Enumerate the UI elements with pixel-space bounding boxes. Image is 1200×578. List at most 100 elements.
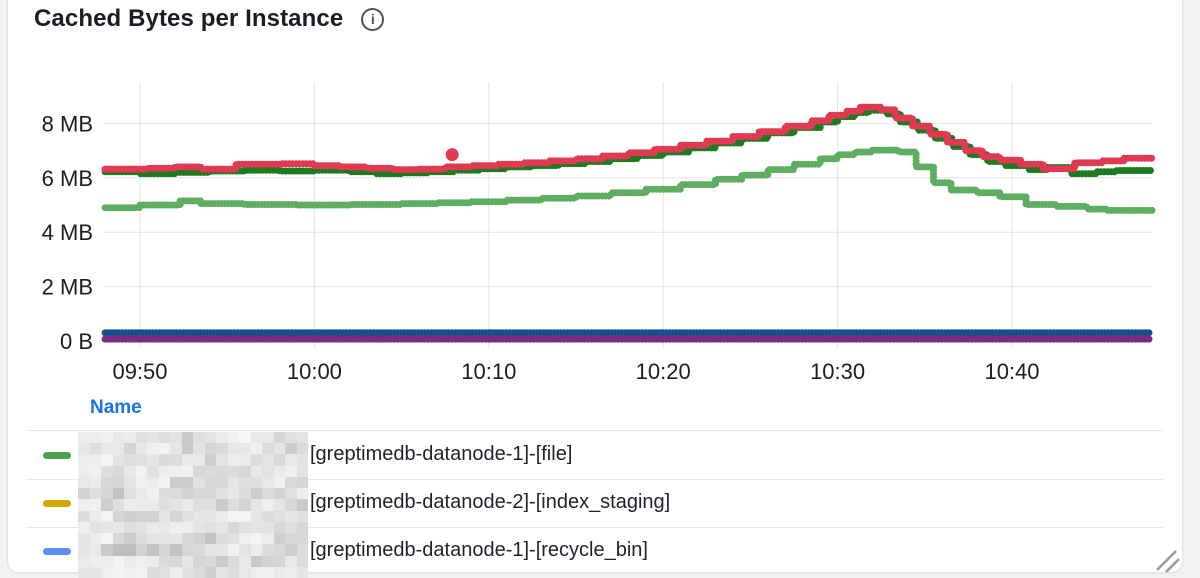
mosaic-cell [285, 476, 297, 489]
mosaic-cell [193, 443, 205, 455]
mosaic-cell [273, 476, 285, 489]
mosaic-cell [78, 443, 90, 455]
mosaic-cell [135, 555, 147, 567]
mosaic-cell [112, 499, 124, 511]
mosaic-cell [181, 432, 193, 444]
mosaic-cell [273, 499, 285, 511]
mosaic-cell [181, 454, 193, 466]
legend-row[interactable]: [greptimedb-datanode-2]-[index_staging] [9, 480, 1181, 527]
mosaic-cell [170, 499, 182, 511]
mosaic-cell [285, 432, 297, 444]
mosaic-cell [78, 555, 90, 567]
mosaic-cell [296, 555, 308, 567]
mosaic-cell [101, 499, 113, 511]
mosaic-cell [273, 521, 285, 534]
mosaic-cell [181, 488, 193, 500]
mosaic-cell [239, 566, 251, 578]
series-color-dash-icon [43, 548, 71, 555]
mosaic-cell [135, 544, 147, 556]
mosaic-cell [181, 476, 193, 489]
mosaic-cell [158, 432, 170, 444]
mosaic-cell [89, 510, 101, 522]
mosaic-cell [78, 432, 90, 444]
mosaic-cell [124, 499, 136, 511]
mosaic-cell [204, 488, 216, 500]
mosaic-cell [250, 499, 262, 511]
mosaic-cell [296, 488, 308, 500]
mosaic-cell [89, 499, 101, 511]
mosaic-cell [227, 488, 239, 500]
legend-row[interactable]: [greptimedb-datanode-1]-[file] [9, 432, 1181, 479]
mosaic-cell [216, 488, 228, 500]
mosaic-cell [262, 544, 274, 556]
legend-row[interactable]: [greptimedb-datanode-1]-[recycle_bin] [9, 528, 1181, 566]
mosaic-cell [147, 476, 159, 489]
mosaic-cell [296, 465, 308, 477]
mosaic-cell [273, 510, 285, 522]
mosaic-cell [112, 555, 124, 567]
mosaic-cell [158, 454, 170, 466]
mosaic-cell [262, 454, 274, 466]
mosaic-cell [193, 544, 205, 556]
mosaic-cell [78, 566, 90, 578]
mosaic-cell [296, 432, 308, 444]
series-color-dash-icon [43, 500, 71, 507]
mosaic-cell [239, 432, 251, 444]
mosaic-cell [273, 488, 285, 500]
mosaic-cell [285, 533, 297, 545]
mosaic-cell [112, 476, 124, 489]
mosaic-cell [158, 533, 170, 545]
mosaic-cell [78, 465, 90, 477]
mosaic-cell [158, 465, 170, 477]
mosaic-cell [147, 533, 159, 545]
mosaic-cell [78, 544, 90, 556]
mosaic-cell [227, 499, 239, 511]
mosaic-cell [135, 476, 147, 489]
mosaic-cell [250, 566, 262, 578]
mosaic-cell [216, 544, 228, 556]
mosaic-cell [296, 544, 308, 556]
mosaic-cell [250, 533, 262, 545]
mosaic-cell [193, 521, 205, 534]
mosaic-cell [147, 454, 159, 466]
mosaic-cell [158, 544, 170, 556]
mosaic-cell [239, 533, 251, 545]
mosaic-cell [262, 533, 274, 545]
mosaic-cell [285, 555, 297, 567]
mosaic-cell [135, 454, 147, 466]
mosaic-cell [78, 521, 90, 534]
mosaic-cell [101, 488, 113, 500]
panel-title: Cached Bytes per Instance [34, 5, 344, 32]
info-icon[interactable]: i [361, 7, 385, 31]
mosaic-cell [193, 566, 205, 578]
mosaic-cell [135, 488, 147, 500]
mosaic-cell [216, 476, 228, 489]
mosaic-cell [239, 465, 251, 477]
resize-handle-icon[interactable] [1152, 546, 1182, 574]
mosaic-cell [112, 454, 124, 466]
mosaic-cell [227, 510, 239, 522]
mosaic-cell [216, 454, 228, 466]
legend-column-header-name[interactable]: Name [90, 397, 142, 418]
mosaic-cell [239, 443, 251, 455]
mosaic-cell [124, 443, 136, 455]
mosaic-cell [170, 443, 182, 455]
mosaic-cell [216, 432, 228, 444]
mosaic-cell [78, 476, 90, 489]
mosaic-cell [89, 533, 101, 545]
mosaic-cell [135, 465, 147, 477]
mosaic-cell [124, 521, 136, 534]
mosaic-cell [250, 476, 262, 489]
mosaic-cell [101, 454, 113, 466]
mosaic-cell [89, 465, 101, 477]
mosaic-cell [170, 510, 182, 522]
mosaic-cell [204, 499, 216, 511]
mosaic-cell [227, 566, 239, 578]
mosaic-cell [170, 465, 182, 477]
panel-header: Cached Bytes per Instance i [34, 5, 385, 33]
mosaic-cell [204, 544, 216, 556]
mosaic-cell [78, 510, 90, 522]
mosaic-cell [193, 465, 205, 477]
mosaic-cell [112, 544, 124, 556]
mosaic-cell [193, 454, 205, 466]
